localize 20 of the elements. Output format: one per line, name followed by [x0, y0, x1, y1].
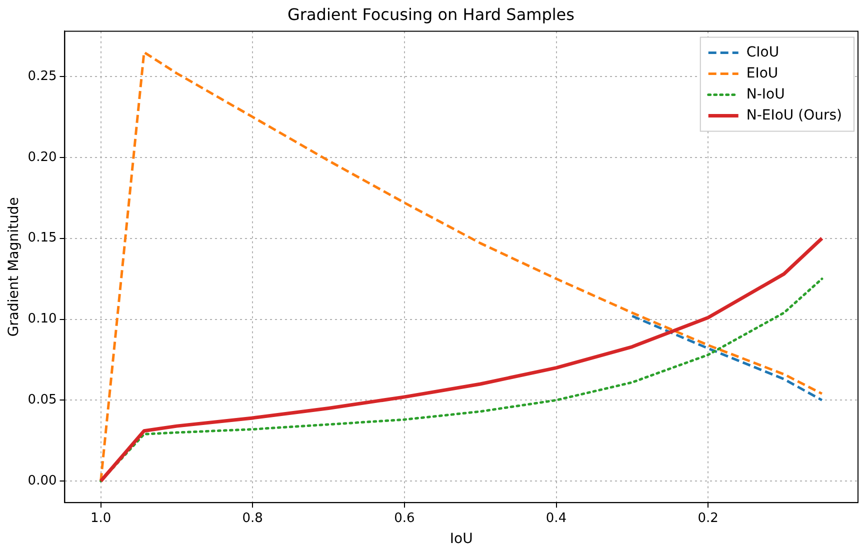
- y-tick-label: 0.05: [28, 392, 57, 408]
- line-series: [100, 278, 824, 482]
- line-series: [630, 314, 824, 402]
- chart-title: Gradient Focusing on Hard Samples: [288, 4, 574, 24]
- legend-label: N-IoU: [746, 86, 785, 102]
- y-tick-label: 0.25: [28, 68, 57, 84]
- x-tick-label: 0.6: [394, 510, 415, 526]
- x-tick-label: 0.2: [698, 510, 718, 526]
- y-tick-label: 0.20: [28, 150, 57, 165]
- y-tick-label: 0.00: [28, 473, 57, 488]
- x-tick-label: 0.8: [242, 510, 263, 526]
- x-axis-title: IoU: [450, 531, 473, 548]
- legend-label: N-EIoU (Ours): [746, 107, 842, 124]
- legend-label: EIoU: [746, 65, 778, 82]
- x-tick-label: 1.0: [90, 510, 112, 526]
- x-tick-label: 0.4: [546, 510, 567, 526]
- y-tick-label: 0.15: [28, 230, 57, 246]
- y-tick-label: 0.10: [28, 312, 57, 327]
- y-axis-title: Gradient Magnitude: [6, 197, 22, 337]
- legend-label: CIoU: [746, 44, 780, 60]
